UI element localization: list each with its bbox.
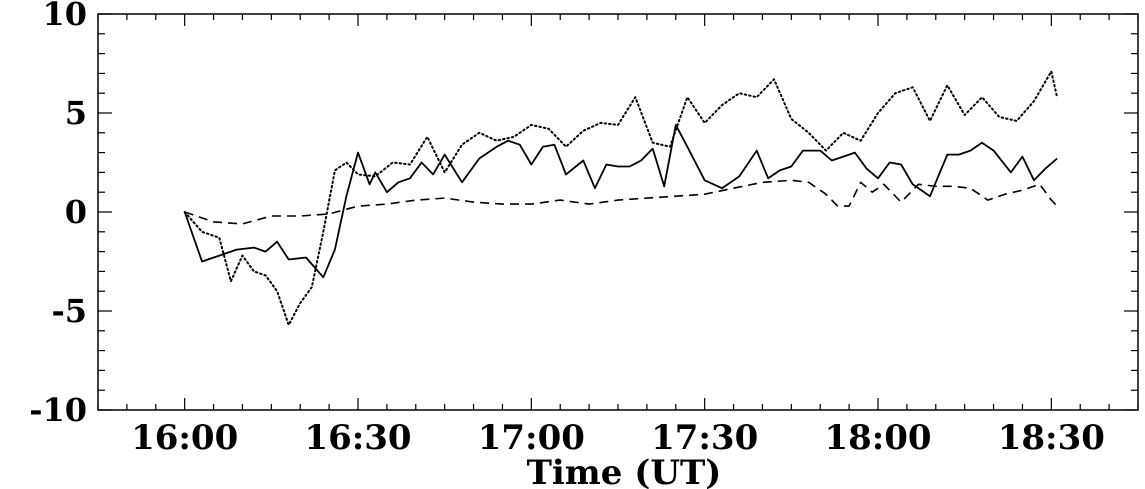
x-tick-label: 16:30 (304, 418, 411, 458)
x-tick-label: 18:00 (824, 418, 931, 458)
x-tick-label: 17:30 (651, 418, 758, 458)
series-layer (183, 70, 1059, 326)
x-tick-label: 18:30 (998, 418, 1105, 458)
y-tick-label: -10 (29, 391, 87, 429)
series-line-dotted (183, 70, 1059, 326)
x-tick-label: 16:00 (131, 418, 238, 458)
y-tick-label: 0 (65, 193, 87, 231)
axis-ticks (97, 13, 1139, 411)
y-tick-label: 5 (65, 94, 87, 132)
x-tick-label: 17:00 (478, 418, 585, 458)
y-tick-label: -5 (51, 292, 87, 330)
plot-frame (97, 13, 1139, 411)
y-tick-label: 10 (42, 0, 87, 33)
x-axis-title: Time (UT) (527, 453, 722, 489)
series-line-dashed (184, 179, 1058, 225)
series-line-solid (183, 124, 1058, 279)
tick-labels: 16:00 16:30 17:00 17:30 18:00 18:30 10 5 0 -5 -10 (29, 0, 1105, 458)
